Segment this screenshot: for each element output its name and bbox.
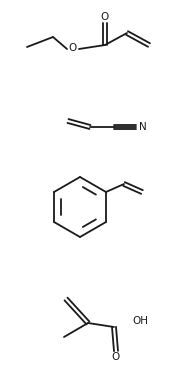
Text: O: O [69, 43, 77, 53]
Text: N: N [139, 122, 147, 132]
Text: OH: OH [132, 316, 148, 326]
Text: O: O [112, 352, 120, 362]
Text: O: O [101, 12, 109, 22]
